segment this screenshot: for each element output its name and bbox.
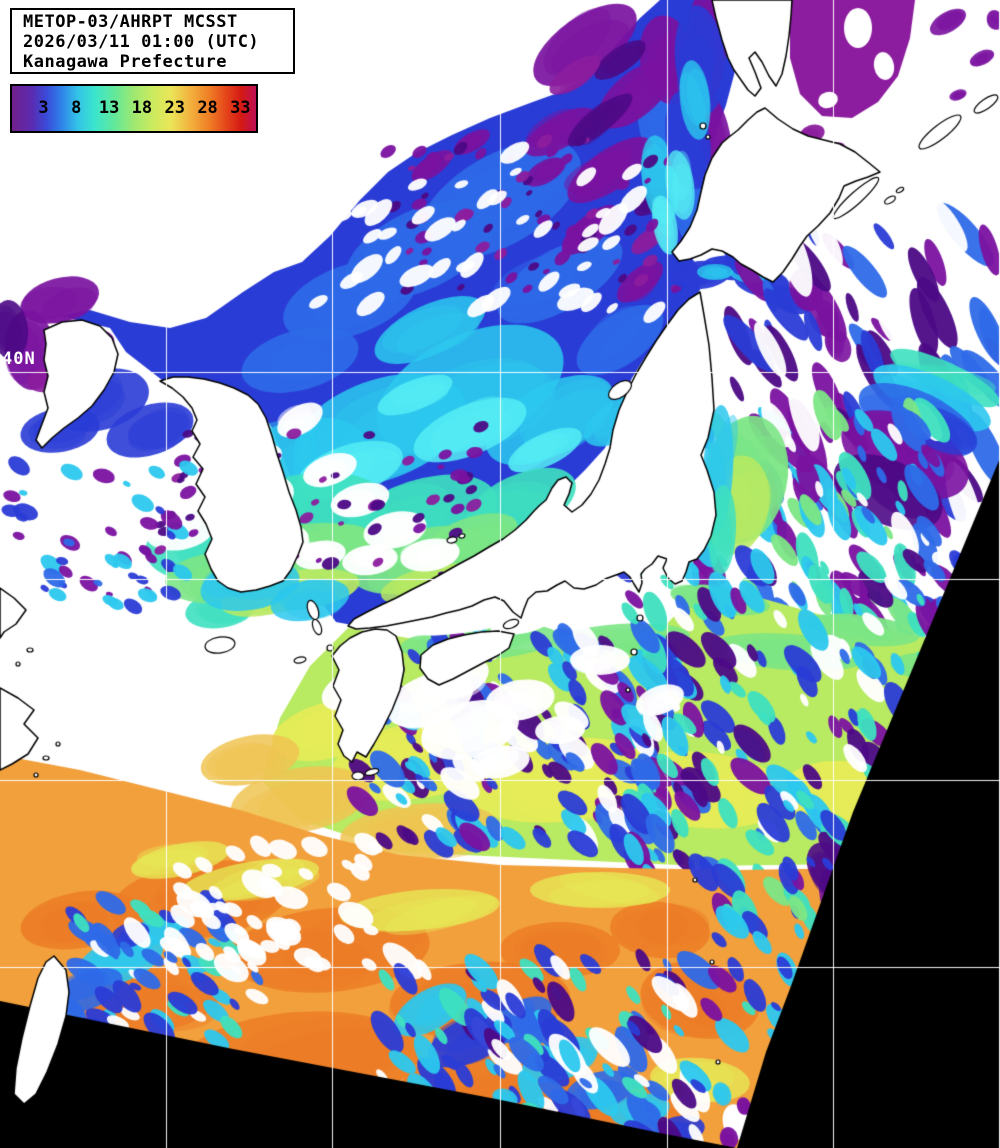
colorbar-tick: 23	[164, 98, 185, 118]
title-datetime: 2026/03/11 01:00 (UTC)	[23, 32, 260, 52]
colorbar-tick: 8	[71, 98, 82, 118]
colorbar-tick: 3	[38, 98, 49, 118]
title-box: METOP-03/AHRPT MCSST 2026/03/11 01:00 (U…	[10, 8, 295, 74]
title-satellite: METOP-03/AHRPT MCSST	[23, 12, 238, 32]
colorbar-tick: 18	[131, 98, 153, 118]
colorbar-gradient	[12, 86, 256, 131]
colorbar-tick: 13	[98, 98, 120, 118]
colorbar: 3 8 13 18 23 28 33	[10, 84, 258, 133]
colorbar-tick: 33	[230, 98, 251, 118]
lat-label-40n: 40N	[2, 349, 36, 369]
colorbar-tick: 28	[197, 98, 218, 118]
colorbar-ticks: 3 8 13 18 23 28 33	[12, 86, 256, 131]
title-region: Kanagawa Prefecture	[23, 52, 227, 72]
